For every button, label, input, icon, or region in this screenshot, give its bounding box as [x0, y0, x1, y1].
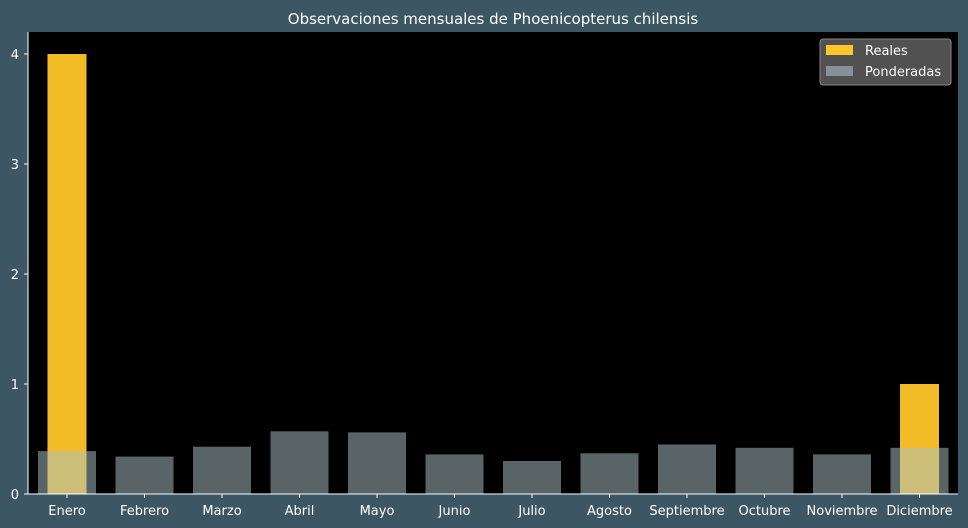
x-tick-label-11: Diciembre — [886, 504, 952, 519]
x-tick-label-4: Mayo — [360, 504, 395, 519]
y-tick-label-1: 1 — [11, 378, 19, 393]
legend-swatch-ponderadas — [826, 66, 853, 76]
bars-ponderadas — [38, 431, 949, 494]
bar-ponderadas-5 — [425, 454, 484, 494]
y-tick-label-4: 4 — [11, 48, 19, 63]
x-axis: Enero Febrero Marzo Abril Mayo Junio Julio Agos… — [28, 493, 958, 519]
bar-ponderadas-1 — [115, 456, 174, 494]
x-tick-label-7: Agosto — [587, 504, 632, 519]
bar-ponderadas-3 — [270, 431, 329, 494]
x-tick-label-6: Julio — [517, 504, 545, 519]
x-tick-label-8: Septiembre — [649, 504, 724, 519]
y-axis: 0 1 2 3 4 — [11, 32, 29, 503]
x-tick-label-5: Junio — [438, 504, 471, 519]
bar-ponderadas-9 — [735, 447, 794, 494]
legend-label-reales: Reales — [865, 44, 908, 59]
x-tick-label-3: Abril — [285, 504, 315, 519]
legend: Reales Ponderadas — [819, 38, 952, 86]
bar-ponderadas-8 — [658, 444, 716, 494]
bar-ponderadas-6 — [503, 461, 561, 494]
x-tick-label-2: Marzo — [202, 504, 241, 519]
y-tick-label-2: 2 — [11, 268, 19, 283]
bar-ponderadas-11 — [890, 447, 949, 494]
chart-title: Observaciones mensuales de Phoenicopteru… — [288, 10, 699, 28]
bar-ponderadas-10 — [813, 454, 871, 494]
x-tick-label-0: Enero — [48, 504, 86, 519]
bars-reales — [47, 54, 939, 494]
x-tick-label-10: Noviembre — [807, 504, 878, 519]
legend-label-ponderadas: Ponderadas — [865, 65, 941, 80]
bar-ponderadas-4 — [348, 432, 406, 494]
y-tick-label-3: 3 — [11, 158, 19, 173]
bar-ponderadas-7 — [580, 453, 639, 494]
x-tick-label-1: Febrero — [120, 504, 169, 519]
bar-ponderadas-2 — [193, 446, 251, 494]
y-tick-label-0: 0 — [11, 488, 19, 503]
plot-area — [28, 32, 958, 494]
x-tick-label-9: Octubre — [738, 504, 790, 519]
bar-reales-0 — [47, 54, 87, 494]
bar-ponderadas-0 — [38, 451, 96, 494]
legend-swatch-reales — [826, 45, 853, 55]
